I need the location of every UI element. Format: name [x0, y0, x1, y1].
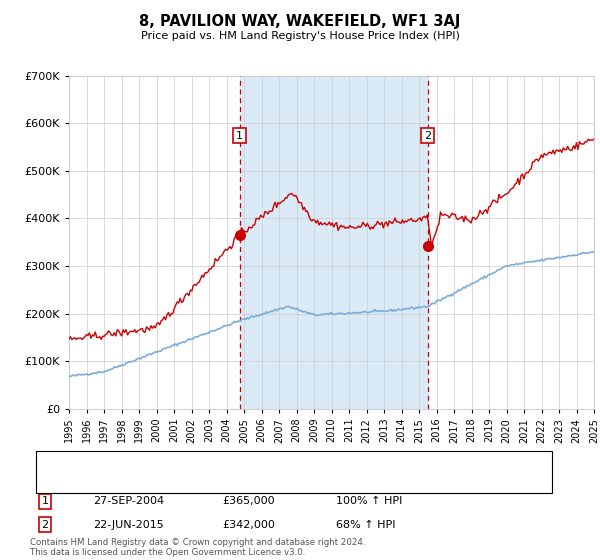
Text: 8, PAVILION WAY, WAKEFIELD, WF1 3AJ (detached house): 8, PAVILION WAY, WAKEFIELD, WF1 3AJ (det…	[90, 457, 374, 467]
Bar	[239, 76, 428, 409]
Text: 2: 2	[41, 520, 49, 530]
Text: 27-SEP-2004: 27-SEP-2004	[93, 496, 164, 506]
Text: £365,000: £365,000	[222, 496, 275, 506]
Text: Price paid vs. HM Land Registry's House Price Index (HPI): Price paid vs. HM Land Registry's House …	[140, 31, 460, 41]
Text: 100% ↑ HPI: 100% ↑ HPI	[336, 496, 403, 506]
Text: Contains HM Land Registry data © Crown copyright and database right 2024.
This d: Contains HM Land Registry data © Crown c…	[30, 538, 365, 557]
Text: £342,000: £342,000	[222, 520, 275, 530]
Text: 2: 2	[424, 130, 431, 141]
Text: 68% ↑ HPI: 68% ↑ HPI	[336, 520, 395, 530]
Text: HPI: Average price, detached house, Wakefield: HPI: Average price, detached house, Wake…	[90, 477, 323, 487]
Text: 1: 1	[41, 496, 49, 506]
Text: 22-JUN-2015: 22-JUN-2015	[93, 520, 164, 530]
Text: 1: 1	[236, 130, 243, 141]
Text: 8, PAVILION WAY, WAKEFIELD, WF1 3AJ: 8, PAVILION WAY, WAKEFIELD, WF1 3AJ	[139, 14, 461, 29]
